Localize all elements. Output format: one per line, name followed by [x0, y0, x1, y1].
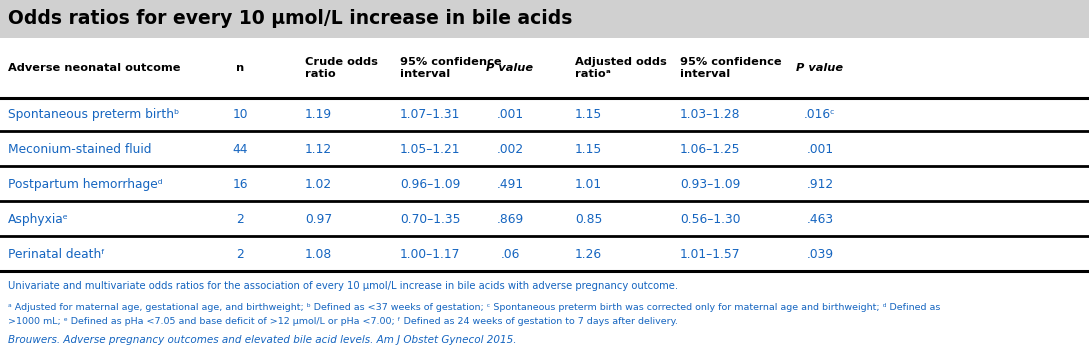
Text: 1.00–1.17: 1.00–1.17 [400, 248, 461, 261]
Text: 1.05–1.21: 1.05–1.21 [400, 143, 461, 156]
Text: .002: .002 [497, 143, 524, 156]
Text: Crude odds
ratio: Crude odds ratio [305, 57, 378, 79]
Text: .869: .869 [497, 213, 524, 226]
Text: .912: .912 [807, 178, 833, 191]
Text: .016ᶜ: .016ᶜ [804, 108, 836, 121]
Text: Brouwers. Adverse pregnancy outcomes and elevated bile acid levels. Am J Obstet : Brouwers. Adverse pregnancy outcomes and… [8, 335, 516, 345]
Text: 0.70–1.35: 0.70–1.35 [400, 213, 461, 226]
Text: .06: .06 [500, 248, 519, 261]
Text: Meconium-stained fluid: Meconium-stained fluid [8, 143, 151, 156]
Text: Perinatal deathᶠ: Perinatal deathᶠ [8, 248, 105, 261]
Text: .001: .001 [807, 143, 833, 156]
Text: 44: 44 [232, 143, 248, 156]
Text: 2: 2 [236, 213, 244, 226]
Text: 0.97: 0.97 [305, 213, 332, 226]
Text: 10: 10 [232, 108, 248, 121]
Text: P value: P value [796, 63, 844, 73]
Text: Univariate and multivariate odds ratios for the association of every 10 μmol/L i: Univariate and multivariate odds ratios … [8, 281, 678, 291]
Text: 1.08: 1.08 [305, 248, 332, 261]
Text: 1.15: 1.15 [575, 143, 602, 156]
Text: Adjusted odds
ratioᵃ: Adjusted odds ratioᵃ [575, 57, 666, 79]
Text: 2: 2 [236, 248, 244, 261]
Text: .463: .463 [807, 213, 833, 226]
Text: 95% confidence
interval: 95% confidence interval [680, 57, 782, 79]
Text: >1000 mL; ᵉ Defined as pHa <7.05 and base deficit of >12 μmol/L or pHa <7.00; ᶠ : >1000 mL; ᵉ Defined as pHa <7.05 and bas… [8, 317, 677, 326]
Text: 0.56–1.30: 0.56–1.30 [680, 213, 741, 226]
Text: 1.03–1.28: 1.03–1.28 [680, 108, 741, 121]
Text: 95% confidence
interval: 95% confidence interval [400, 57, 502, 79]
Text: 0.93–1.09: 0.93–1.09 [680, 178, 741, 191]
Text: Asphyxiaᵉ: Asphyxiaᵉ [8, 213, 69, 226]
Text: ᵃ Adjusted for maternal age, gestational age, and birthweight; ᵇ Defined as <37 : ᵃ Adjusted for maternal age, gestational… [8, 303, 941, 312]
Text: 1.15: 1.15 [575, 108, 602, 121]
Text: Adverse neonatal outcome: Adverse neonatal outcome [8, 63, 181, 73]
Text: 1.01: 1.01 [575, 178, 602, 191]
Text: 1.26: 1.26 [575, 248, 602, 261]
Text: n: n [236, 63, 244, 73]
Text: Postpartum hemorrhageᵈ: Postpartum hemorrhageᵈ [8, 178, 162, 191]
Text: 16: 16 [232, 178, 248, 191]
Bar [0, 0, 1089, 38]
Text: P value: P value [487, 63, 534, 73]
Text: Spontaneous preterm birthᵇ: Spontaneous preterm birthᵇ [8, 108, 180, 121]
Text: 1.07–1.31: 1.07–1.31 [400, 108, 461, 121]
Text: .001: .001 [497, 108, 524, 121]
Text: 0.85: 0.85 [575, 213, 602, 226]
Text: 1.19: 1.19 [305, 108, 332, 121]
Text: Odds ratios for every 10 μmol/L increase in bile acids: Odds ratios for every 10 μmol/L increase… [8, 10, 573, 28]
Text: 1.06–1.25: 1.06–1.25 [680, 143, 741, 156]
Text: 1.12: 1.12 [305, 143, 332, 156]
Text: 1.01–1.57: 1.01–1.57 [680, 248, 741, 261]
Text: .491: .491 [497, 178, 524, 191]
Text: 0.96–1.09: 0.96–1.09 [400, 178, 461, 191]
Text: .039: .039 [807, 248, 833, 261]
Text: 1.02: 1.02 [305, 178, 332, 191]
